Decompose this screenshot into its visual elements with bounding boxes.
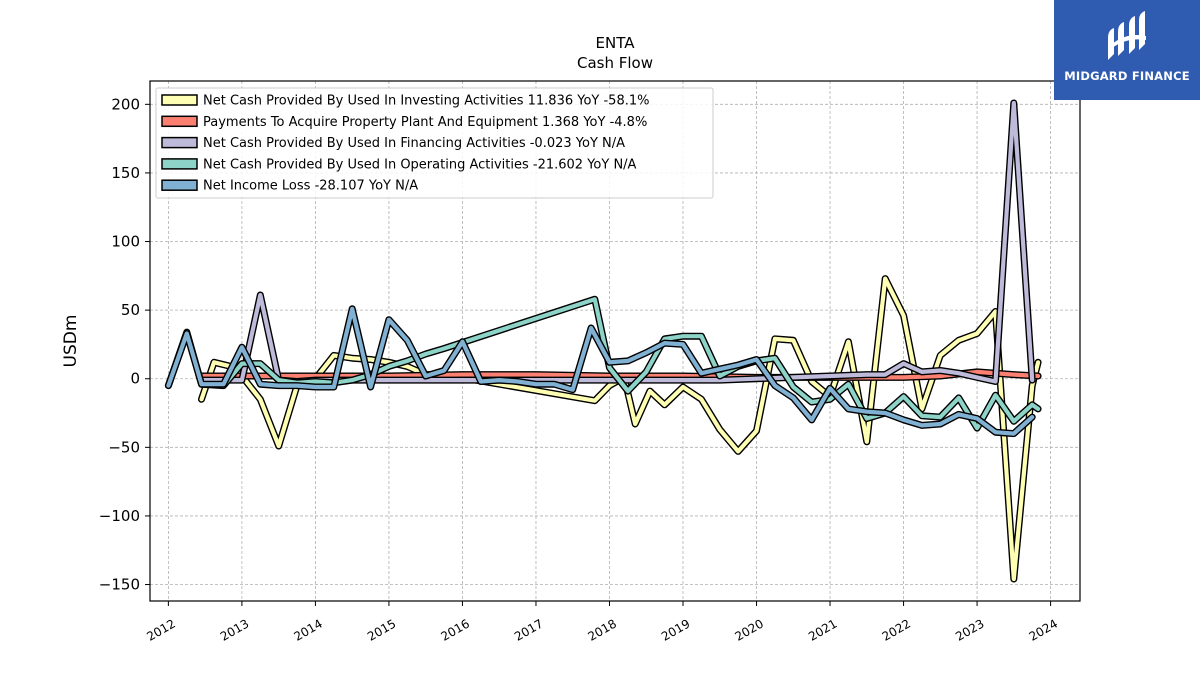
y-tick-label: −50	[108, 438, 140, 456]
legend-box	[155, 87, 714, 199]
y-axis-label: USDm	[61, 315, 81, 368]
plot-frame	[149, 80, 1081, 602]
x-tick-label: 2024	[1027, 616, 1060, 643]
midgard-finance-logo: MIDGARD FINANCE	[1054, 0, 1200, 100]
chart-title: ENTA	[596, 34, 636, 52]
legend-swatch	[161, 94, 198, 106]
x-axis: 2012 2013 2014 2015 2016 2017 2018 2019 2020 2021…	[144, 601, 1060, 644]
x-tick-label: 2013	[218, 616, 251, 643]
y-tick-label: −100	[99, 507, 140, 525]
x-tick-label: 2012	[144, 616, 177, 643]
series-line-5	[166, 306, 1035, 436]
legend-swatch	[161, 158, 198, 170]
x-tick-label: 2023	[953, 616, 986, 643]
legend-swatch	[161, 179, 198, 191]
series-lines	[164, 99, 1042, 583]
x-tick-label: 2017	[512, 616, 545, 643]
midgard-logo-icon	[1108, 11, 1146, 60]
legend-entry-label: Net Cash Provided By Used In Investing A…	[203, 94, 649, 109]
chart-subtitle: Cash Flow	[577, 54, 653, 72]
legend: Net Cash Provided By Used In Investing A…	[155, 87, 714, 199]
legend-swatch	[161, 115, 198, 128]
series-line-1	[199, 276, 1041, 582]
y-tick-label: 150	[111, 164, 140, 182]
x-tick-label: 2022	[880, 616, 913, 643]
x-tick-label: 2014	[291, 616, 324, 643]
x-tick-label: 2019	[659, 616, 692, 643]
y-tick-label: −150	[99, 576, 140, 594]
y-tick-label: 100	[111, 233, 140, 251]
brand-name: MIDGARD FINANCE	[1064, 69, 1190, 83]
y-axis: −150 −100 −50 0 50 100 150 200	[99, 95, 150, 594]
x-tick-label: 2021	[806, 616, 839, 643]
x-tick-label: 2018	[586, 616, 619, 643]
y-tick-label: 0	[130, 370, 140, 388]
legend-entry-label: Net Cash Provided By Used In Operating A…	[203, 157, 637, 172]
y-tick-label: 200	[111, 95, 140, 113]
x-tick-label: 2016	[438, 616, 471, 643]
legend-entry-label: Net Cash Provided By Used In Financing A…	[203, 136, 625, 151]
legend-entry-label: Payments To Acquire Property Plant And E…	[203, 115, 647, 130]
x-tick-label: 2020	[733, 616, 766, 643]
legend-entry-label: Net Income Loss -28.107 YoY N/A	[203, 179, 418, 194]
y-tick-label: 50	[121, 301, 140, 319]
x-tick-label: 2015	[365, 616, 398, 643]
series-line-outline-1	[198, 275, 1042, 583]
legend-swatch	[161, 136, 198, 149]
